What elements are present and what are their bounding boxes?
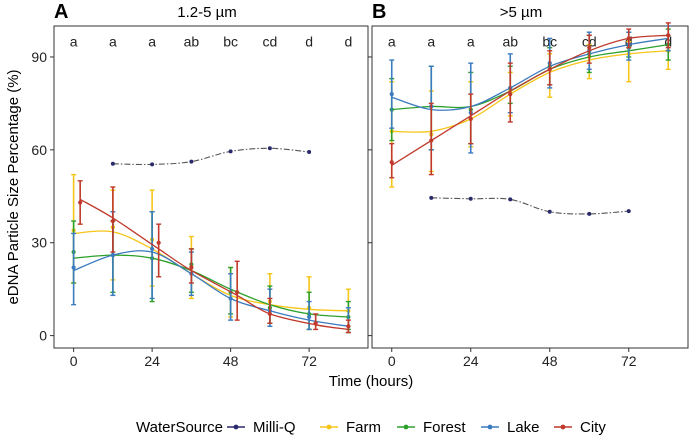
significance-label: d — [305, 33, 313, 49]
legend-lake-label: Lake — [507, 419, 540, 436]
legend-milliq-label: Milli-Q — [253, 419, 296, 436]
significance-label: a — [388, 33, 396, 49]
lake-point — [110, 253, 115, 258]
milliq-dashed-line — [112, 147, 310, 166]
city-point — [267, 311, 272, 317]
city-point — [429, 138, 434, 143]
significance-label: a — [467, 33, 475, 49]
legend-city-label: City — [580, 419, 606, 436]
milliq-point — [626, 209, 631, 214]
y-tick-label: 30 — [31, 235, 47, 251]
significance-label: a — [109, 33, 117, 49]
significance-label: a — [70, 33, 78, 49]
milliq-point — [267, 146, 272, 151]
forest-fit-line — [73, 254, 349, 318]
x-tick-label: 0 — [70, 353, 78, 369]
x-tick-label: 48 — [542, 353, 558, 369]
farm-fit-line — [73, 230, 349, 312]
legend-city-marker — [560, 424, 566, 430]
milliq-point — [228, 149, 233, 154]
city-point — [468, 116, 473, 121]
city-fit-line — [79, 198, 349, 331]
panel-b-letter: B — [372, 1, 386, 23]
panel-b-frame — [371, 25, 689, 349]
legend-forest-label: Forest — [423, 419, 466, 436]
legend-forest-marker — [403, 424, 409, 430]
city-point — [346, 324, 351, 329]
significance-label: cd — [262, 33, 277, 49]
x-tick-label: 24 — [463, 353, 479, 369]
lake-point — [150, 246, 155, 252]
milliq-point — [110, 161, 115, 166]
milliq-point — [189, 159, 194, 164]
lake-fit-line — [391, 37, 669, 111]
y-tick-label: 60 — [31, 142, 47, 158]
legend-items: Milli-Q Farm Forest Lake City — [227, 419, 606, 436]
significance-label: a — [427, 33, 435, 49]
legend-lake-marker — [487, 424, 493, 430]
legend-title: WaterSource — [136, 419, 223, 436]
significance-label: ab — [502, 33, 518, 49]
panel-a-frame — [53, 25, 369, 349]
x-tick-label: 72 — [621, 353, 637, 369]
x-tick-label: 24 — [144, 353, 160, 369]
city-point — [508, 92, 513, 97]
panel-b-title: >5 µm — [500, 4, 542, 21]
panel-a-plot: 0 24 48 72 0 30 60 90 a a a ab bc cd d d — [31, 33, 352, 369]
city-point — [313, 321, 318, 326]
significance-label: a — [148, 33, 156, 49]
legend: WaterSource Milli-Q Farm Forest Lake City — [136, 419, 606, 436]
city-point — [547, 67, 552, 72]
y-axis-title: eDNA Particle Size Percentage (%) — [5, 69, 22, 304]
city-point — [78, 200, 83, 205]
lake-point — [228, 296, 233, 301]
significance-label: ab — [184, 33, 200, 49]
legend-farm-marker — [326, 424, 332, 430]
milliq-dashed-line — [431, 197, 629, 215]
significance-label: bc — [223, 33, 238, 49]
x-tick-label: 0 — [388, 353, 396, 369]
legend-farm-label: Farm — [346, 419, 381, 436]
city-point — [235, 290, 240, 295]
x-tick-label: 72 — [301, 353, 317, 369]
y-tick-label: 0 — [39, 328, 47, 344]
milliq-point — [150, 162, 155, 167]
city-point — [189, 265, 194, 270]
farm-fit-line — [391, 50, 669, 133]
panel-b-plot: 0244872aaaabbccddd — [368, 22, 672, 369]
x-axis-title: Time (hours) — [329, 373, 413, 390]
milliq-point — [587, 211, 592, 216]
city-fit-line — [391, 34, 669, 166]
milliq-point — [508, 197, 513, 202]
significance-label: d — [344, 33, 352, 49]
city-point — [626, 36, 631, 41]
milliq-point — [468, 196, 473, 201]
panel-a: A 1.2-5 µm 0 24 48 72 0 30 60 90 a a a ab bc cd d d — [31, 1, 369, 369]
panel-a-title: 1.2-5 µm — [177, 4, 237, 21]
panel-a-letter: A — [54, 1, 68, 23]
city-point — [110, 218, 115, 224]
city-point — [587, 45, 592, 50]
legend-milliq-marker — [233, 424, 239, 430]
lake-point — [307, 314, 312, 320]
lake-point — [71, 265, 76, 270]
milliq-point — [307, 150, 312, 155]
milliq-point — [547, 209, 552, 214]
x-tick-label: 48 — [223, 353, 239, 369]
city-point — [156, 240, 161, 245]
city-point — [666, 33, 671, 38]
lake-fit-line — [73, 250, 349, 327]
city-point — [389, 160, 394, 165]
lake-point — [389, 92, 394, 97]
milliq-point — [429, 195, 434, 200]
panel-b: B >5 µm 0244872aaaabbccddd — [368, 1, 689, 369]
y-tick-label: 90 — [31, 49, 47, 65]
